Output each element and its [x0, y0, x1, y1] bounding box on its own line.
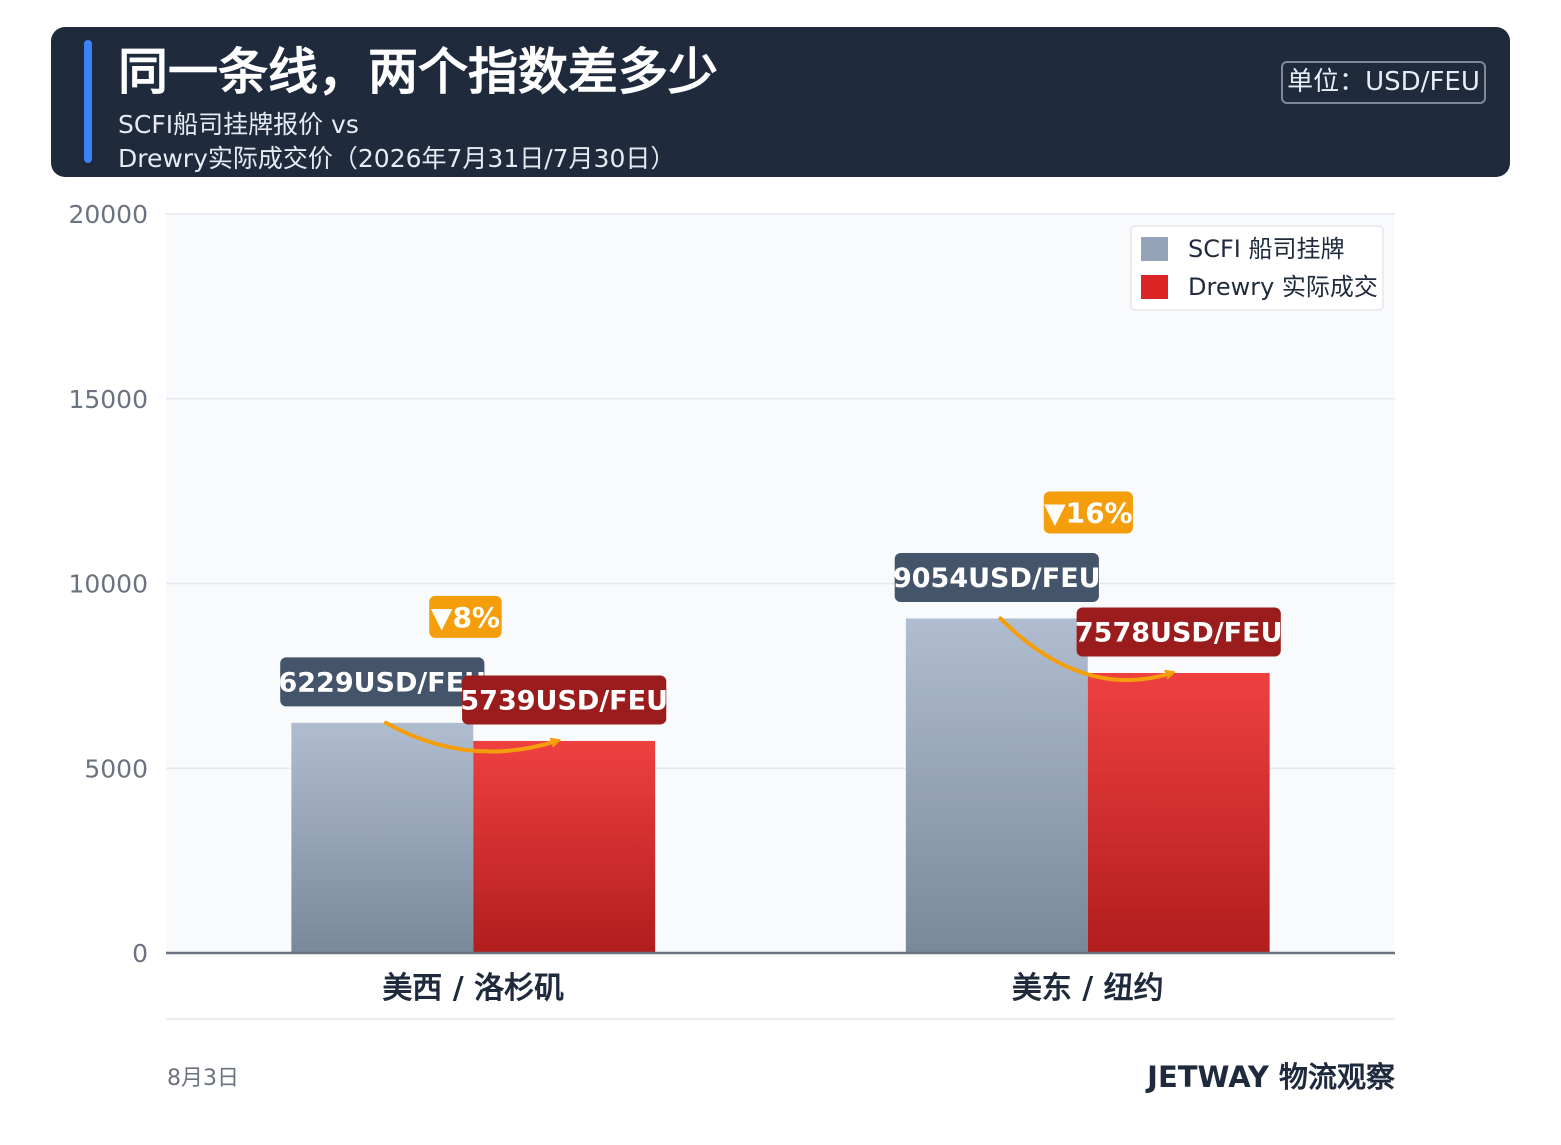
y-tick-label: 15000 [68, 385, 148, 414]
change-badge-text: ▼16% [1044, 496, 1133, 529]
bar-drewry-1 [1087, 672, 1270, 953]
legend-label: Drewry 实际成交 [1188, 273, 1378, 301]
page-title: 同一条线，两个指数差多少 [118, 43, 718, 101]
x-axis-ticks: 美西 / 洛杉矶 美东 / 纽约 [382, 971, 1163, 1006]
x-tick-label: 美东 / 纽约 [1012, 971, 1164, 1006]
value-label-drewry-1: 7578USD/FEU [1075, 607, 1283, 657]
value-label-drewry-0-bg [462, 675, 667, 725]
subtitle-line-1: SCFI船司挂牌报价 vs [118, 110, 359, 139]
bar-drewry-0 [473, 740, 656, 953]
change-arrow-1 [998, 616, 1171, 683]
legend-swatch [1141, 237, 1168, 261]
x-tick-label: 美西 / 洛杉矶 [382, 971, 564, 1006]
bars [291, 618, 1270, 953]
y-tick-label: 5000 [84, 754, 148, 783]
change-badge-bg [429, 595, 502, 638]
header-bar [51, 27, 1510, 177]
subtitle-line-2: Drewry实际成交价（2026年7月31日/7月30日） [118, 144, 676, 173]
value-label-scfi-0-text: 6229USD/FEU [278, 668, 486, 699]
value-label-drewry-0-text: 5739USD/FEU [460, 686, 668, 717]
value-label-scfi-0: 6229USD/FEU [278, 657, 486, 707]
bar-scfi-0 [291, 722, 474, 953]
legend-swatch [1141, 275, 1168, 299]
footer-date: 8月3日 [167, 1066, 239, 1091]
change-arrow-0 [383, 720, 557, 754]
value-label-drewry-1-text: 7578USD/FEU [1075, 618, 1283, 649]
change-badge-0: ▼8% [429, 595, 502, 638]
y-tick-label: 0 [132, 939, 148, 968]
y-tick-label: 20000 [68, 200, 148, 229]
bar-scfi-1 [905, 618, 1088, 953]
change-badge-1: ▼16% [1043, 491, 1133, 534]
legend-box [1130, 225, 1384, 311]
value-label-scfi-1: 9054USD/FEU [893, 552, 1101, 602]
change-badge-bg [1043, 491, 1133, 534]
unit-badge: 单位：USD/FEU [1281, 61, 1486, 104]
subtitle: SCFI船司挂牌报价 vs Drewry实际成交价（2026年7月31日/7月3… [118, 108, 675, 176]
change-badge-text: ▼8% [431, 601, 500, 634]
footer-brand: JETWAY 物流观察 [1147, 1060, 1395, 1094]
legend-label: SCFI 船司挂牌 [1188, 235, 1345, 263]
legend: SCFI 船司挂牌 Drewry 实际成交 [1130, 225, 1384, 311]
accent-bar [84, 40, 92, 163]
value-label-scfi-1-bg [894, 552, 1099, 602]
value-label-scfi-0-bg [280, 657, 485, 707]
value-label-drewry-0: 5739USD/FEU [460, 675, 668, 725]
value-label-drewry-1-bg [1076, 607, 1281, 657]
y-axis-ticks: 0 5000 10000 15000 20000 [68, 200, 148, 968]
value-label-scfi-1-text: 9054USD/FEU [893, 563, 1101, 594]
y-tick-label: 10000 [68, 570, 148, 599]
